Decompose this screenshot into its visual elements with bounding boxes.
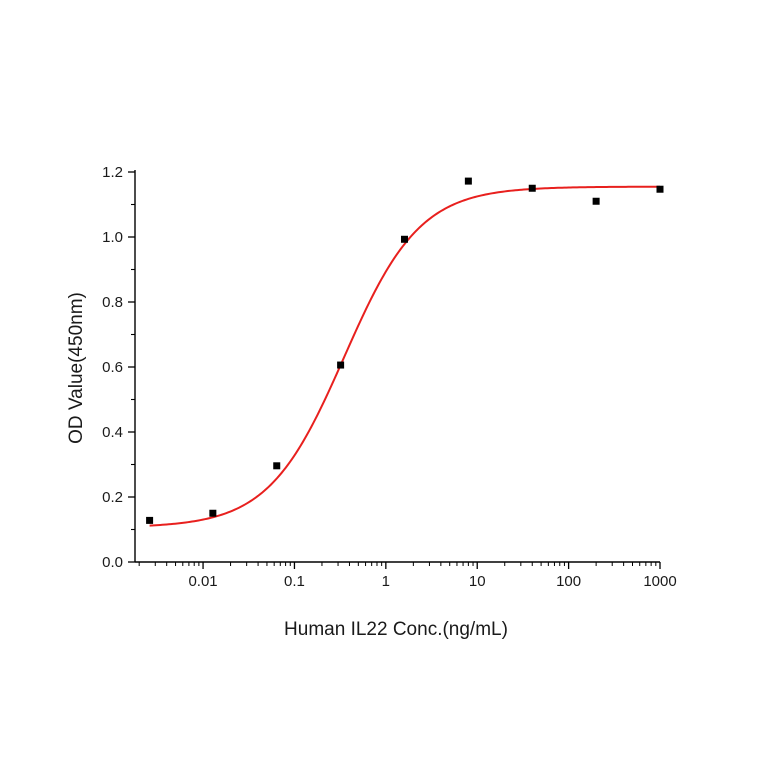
- x-tick-label: 1000: [643, 573, 676, 590]
- data-point: [400, 235, 408, 243]
- x-axis-title: Human IL22 Conc.(ng/mL): [284, 619, 508, 640]
- y-tick-label: 0.4: [102, 424, 123, 441]
- y-tick-label: 0.2: [102, 489, 123, 506]
- y-tick-label: 0.0: [102, 554, 123, 571]
- y-tick-label: 1.2: [102, 164, 123, 181]
- tick-labels-layer: 0.0 0.2 0.4 0.6 0.8 1.0 1.2 0.01 0.1 1 10 100 1000: [102, 164, 677, 590]
- fit-curve: [149, 185, 660, 527]
- x-tick-label: 0.1: [284, 573, 305, 590]
- y-tick-label: 0.8: [102, 294, 123, 311]
- data-point: [146, 516, 154, 524]
- data-point: [209, 509, 217, 517]
- data-point: [592, 197, 600, 205]
- data-point: [337, 361, 345, 369]
- data-points-layer: [146, 177, 664, 524]
- fit-curve-layer: [149, 185, 660, 527]
- x-tick-label: 100: [556, 573, 581, 590]
- data-point: [273, 462, 281, 470]
- data-point: [656, 185, 664, 193]
- x-tick-label: 0.01: [188, 573, 217, 590]
- data-point: [528, 184, 536, 192]
- x-tick-label: 10: [469, 573, 486, 590]
- axes: [128, 170, 661, 569]
- y-tick-label: 0.6: [102, 359, 123, 376]
- x-tick-label: 1: [382, 573, 390, 590]
- y-axis-title: OD Value(450nm): [66, 292, 87, 444]
- data-point: [464, 177, 472, 185]
- y-tick-label: 1.0: [102, 229, 123, 246]
